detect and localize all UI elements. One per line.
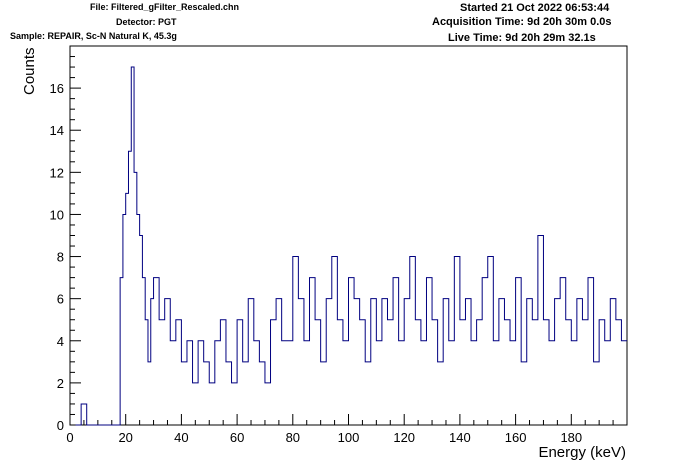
- y-tick-label: 10: [50, 207, 64, 222]
- detector-label: Detector: PGT: [116, 17, 177, 27]
- x-tick-label: 40: [174, 430, 188, 445]
- start-time-label: Started 21 Oct 2022 06:53:44: [460, 2, 610, 14]
- y-tick-label: 0: [57, 418, 64, 433]
- live-time-label: Live Time: 9d 20h 29m 32.1s: [448, 32, 596, 44]
- acquisition-time-label: Acquisition Time: 9d 20h 30m 0.0s: [432, 16, 612, 28]
- x-tick-label: 160: [505, 430, 527, 445]
- y-tick-label: 16: [50, 81, 64, 96]
- sample-label: Sample: REPAIR, Sc-N Natural K, 45.3g: [10, 31, 177, 41]
- y-tick-label: 2: [57, 376, 64, 391]
- x-tick-label: 20: [118, 430, 132, 445]
- y-axis-label: Counts: [21, 47, 38, 95]
- file-label: File: Filtered_gFilter_Rescaled.chn: [90, 2, 240, 12]
- x-tick-label: 80: [286, 430, 300, 445]
- x-tick-label: 60: [230, 430, 244, 445]
- x-axis-label: Energy (keV): [538, 444, 626, 461]
- x-tick-label: 0: [66, 430, 73, 445]
- x-tick-label: 180: [560, 430, 582, 445]
- spectrum-series-line: [75, 66, 627, 426]
- y-tick-label: 6: [57, 292, 64, 307]
- y-tick-label: 4: [57, 334, 64, 349]
- x-tick-label: 100: [338, 430, 360, 445]
- y-tick-label: 8: [57, 250, 64, 265]
- y-tick-label: 14: [50, 123, 64, 138]
- y-tick-label: 12: [50, 165, 64, 180]
- x-tick-label: 120: [393, 430, 415, 445]
- axis-ticks: 0 20 40 60 80 100 120 140 160 180 0 2 4 6 8 10 12 14 16: [50, 56, 614, 445]
- x-tick-label: 140: [449, 430, 471, 445]
